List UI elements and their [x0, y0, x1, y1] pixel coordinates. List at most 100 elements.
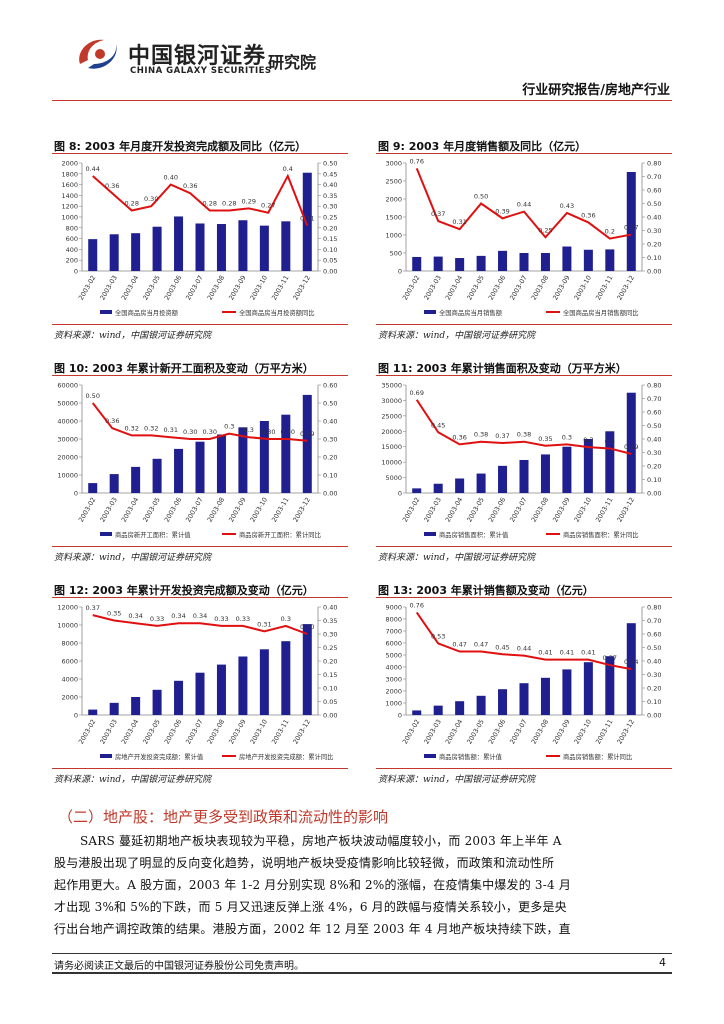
chart-bottom-rule	[52, 546, 348, 547]
left-tick-label: 4000	[385, 664, 402, 672]
data-label: 0.69	[409, 389, 423, 397]
category-label: 2003-06	[163, 496, 184, 524]
body-paragraph: SARS 蔓延初期地产板块表现较为平稳，房地产板块波动幅度较小，而 2003 年…	[54, 830, 674, 940]
bar	[583, 662, 593, 715]
data-label: 0.29	[624, 443, 638, 451]
bar	[412, 256, 422, 271]
category-label: 2003-12	[291, 274, 312, 302]
left-tick-label: 2500	[385, 178, 402, 186]
data-label: 0.34	[171, 612, 185, 620]
category-label: 2003-04	[120, 496, 141, 524]
galaxy-logo-icon	[79, 39, 117, 69]
category-label: 2003-06	[163, 274, 184, 302]
left-tick-label: 10000	[57, 622, 78, 630]
right-tick-label: 0.40	[647, 658, 661, 666]
category-label: 2003-02	[77, 274, 98, 302]
category-label: 2003-08	[206, 718, 227, 746]
category-label: 2003-05	[141, 718, 162, 746]
data-label: 0.25	[538, 226, 552, 234]
category-label: 2003-03	[422, 274, 443, 302]
data-label: 0.30	[203, 428, 217, 436]
category-label: 2003-05	[465, 496, 486, 524]
data-label: 0.37	[431, 210, 445, 218]
category-label: 2003-06	[487, 274, 508, 302]
category-label: 2003-02	[401, 274, 422, 302]
category-label: 2003-04	[120, 274, 141, 302]
bar	[476, 473, 486, 493]
data-label: 0.33	[214, 615, 228, 623]
bar	[498, 689, 508, 715]
bar	[519, 459, 529, 493]
category-label: 2003-07	[508, 496, 529, 524]
right-tick-label: 0.00	[323, 268, 337, 276]
right-tick-label: 0.20	[647, 463, 661, 471]
left-tick-label: 1000	[385, 232, 402, 240]
category-label: 2003-05	[141, 496, 162, 524]
bar	[498, 465, 508, 493]
left-tick-label: 1000	[385, 700, 402, 708]
bar	[626, 623, 636, 715]
chart-bottom-rule	[376, 324, 672, 325]
data-label: 0.35	[107, 610, 121, 618]
bar	[562, 669, 572, 715]
data-label: 0.44	[85, 165, 99, 173]
right-tick-label: 0.00	[647, 712, 661, 720]
left-tick-label: 400	[66, 246, 78, 254]
chart-bottom-rule	[376, 768, 672, 769]
left-tick-label: 2000	[385, 688, 402, 696]
left-tick-label: 6000	[385, 640, 402, 648]
category-label: 2003-12	[615, 496, 636, 524]
category-label: 2003-02	[77, 718, 98, 746]
bar	[238, 656, 248, 715]
right-tick-label: 0.20	[647, 241, 661, 249]
data-label: 0.30	[144, 195, 158, 203]
category-label: 2003-10	[573, 274, 594, 302]
left-tick-label: 10000	[381, 459, 402, 467]
right-tick-label: 0.25	[323, 644, 337, 652]
category-label: 2003-10	[249, 274, 270, 302]
right-tick-label: 0.10	[647, 698, 661, 706]
data-label: 0.3	[224, 423, 234, 431]
right-tick-label: 0.00	[323, 490, 337, 498]
bar	[476, 255, 486, 271]
bar	[281, 641, 291, 715]
bar	[195, 441, 205, 493]
chart-bottom-rule	[52, 324, 348, 325]
chart-source: 资料来源：wind，中国银河证券研究院	[54, 331, 212, 341]
bar	[259, 225, 269, 271]
bar	[519, 683, 529, 715]
right-tick-label: 0.10	[323, 685, 337, 693]
bar	[498, 250, 508, 271]
bar	[302, 172, 312, 271]
category-label: 2003-11	[270, 718, 291, 746]
right-tick-label: 0.00	[647, 268, 661, 276]
bar	[412, 710, 422, 715]
left-tick-label: 4000	[61, 676, 78, 684]
data-label: 0.27	[624, 224, 638, 232]
right-tick-label: 0.40	[647, 436, 661, 444]
right-tick-label: 0.40	[323, 604, 337, 612]
left-tick-label: 30000	[381, 397, 402, 405]
brand-cn: 中国银河证券	[128, 44, 267, 69]
left-tick-label: 1200	[61, 203, 78, 211]
left-tick-label: 6000	[61, 658, 78, 666]
bar	[302, 624, 312, 715]
data-label: 0.34	[193, 612, 207, 620]
chart-svg: 0 2000 4000 6000 8000 10000 12000 0.00 0.05 0.10 0…	[57, 604, 337, 762]
category-label: 2003-03	[422, 496, 443, 524]
right-tick-label: 0.20	[323, 658, 337, 666]
bar	[216, 664, 226, 715]
left-tick-label: 7000	[385, 628, 402, 636]
legend-bar-label: 全国商品房当月销售额	[439, 308, 503, 317]
data-label: 0.45	[431, 421, 445, 429]
data-label: 0.29	[242, 197, 256, 205]
category-label: 2003-12	[615, 718, 636, 746]
chart-bottom-rule	[52, 768, 348, 769]
chart-top-rule	[376, 375, 672, 376]
chart-svg: 0 500 1000 1500 2000 2500 3000 0.00 0.10 0.20 0.30…	[385, 157, 661, 317]
bar	[131, 697, 141, 715]
data-label: 0.3	[583, 436, 593, 444]
bar	[455, 478, 465, 493]
bar	[195, 223, 205, 271]
legend-bar-swatch	[100, 310, 112, 314]
